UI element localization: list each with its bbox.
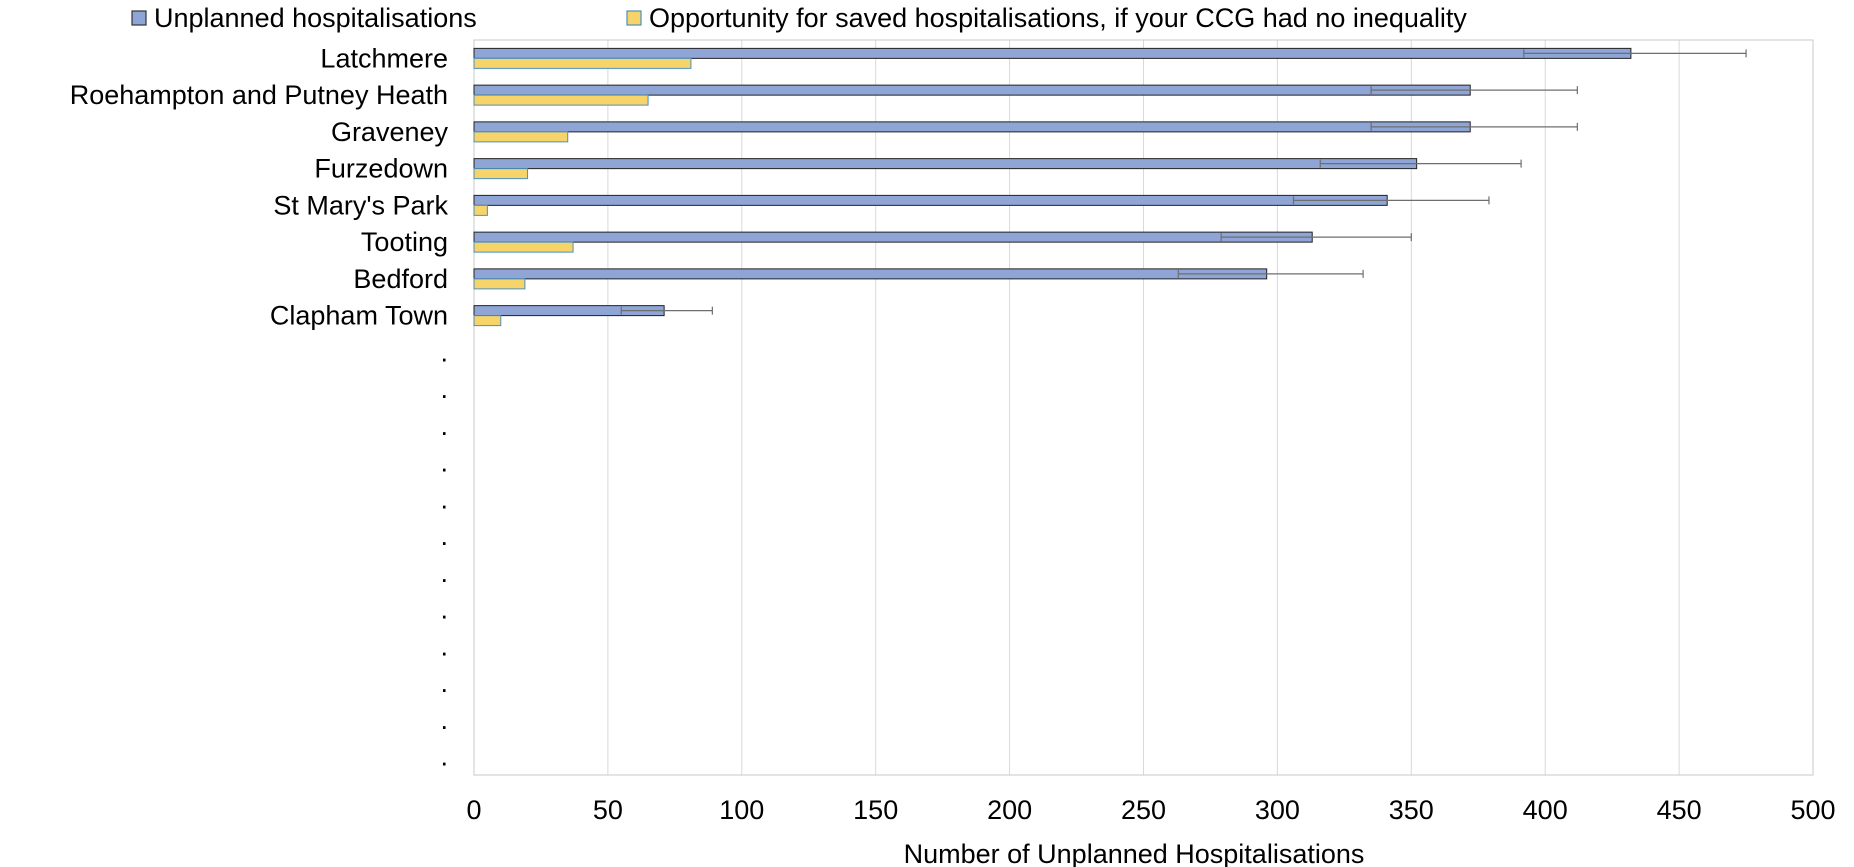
category-label: .	[440, 411, 448, 441]
x-tick-label: 400	[1523, 795, 1568, 825]
category-label: St Mary's Park	[273, 190, 448, 220]
bar-opportunity	[473, 131, 569, 143]
category-label: .	[440, 631, 448, 661]
x-tick-label: 100	[719, 795, 764, 825]
bar-unplanned	[473, 121, 1471, 133]
bar-opportunity	[473, 204, 488, 216]
category-labels: Latchmere Roehampton and Putney Heath Grav…	[70, 43, 449, 771]
bar-unplanned	[473, 231, 1313, 243]
category-label: .	[440, 521, 448, 551]
error-bar	[1177, 269, 1364, 278]
bar-unplanned	[473, 84, 1471, 96]
plot-border	[473, 39, 1814, 776]
bar-unplanned	[473, 158, 1418, 170]
plot-area	[473, 39, 1814, 776]
category-label: .	[440, 705, 448, 735]
category-label: Graveney	[331, 117, 449, 147]
category-label: .	[440, 484, 448, 514]
error-bar	[1319, 159, 1522, 168]
category-label: Roehampton and Putney Heath	[70, 80, 448, 110]
bar-opportunity	[473, 315, 502, 327]
category-label: .	[440, 448, 448, 478]
legend: Unplanned hospitalisations Opportunity f…	[131, 3, 1467, 33]
error-bars	[620, 49, 1747, 315]
category-label: .	[440, 337, 448, 367]
legend-swatch-opportunity	[626, 10, 642, 26]
bar-opportunity	[473, 94, 649, 106]
x-tick-label: 50	[593, 795, 623, 825]
x-tick-labels: 0 50 100 150 200 250 300 350 400 450 500	[466, 795, 1835, 825]
legend-swatch-unplanned	[131, 10, 147, 26]
bar-opportunity	[473, 241, 574, 253]
category-label: Clapham Town	[270, 301, 448, 331]
category-label: Furzedown	[314, 154, 448, 184]
category-label: Latchmere	[320, 43, 448, 73]
error-bar	[1292, 196, 1490, 205]
category-label: .	[440, 595, 448, 625]
bar-opportunity	[473, 57, 692, 69]
bar-unplanned	[473, 268, 1268, 280]
legend-item-opportunity: Opportunity for saved hospitalisations, …	[626, 3, 1467, 33]
legend-label-unplanned: Unplanned hospitalisations	[154, 3, 477, 33]
x-tick-label: 0	[466, 795, 481, 825]
error-bar	[1370, 122, 1578, 131]
x-tick-label: 200	[987, 795, 1032, 825]
bar-unplanned	[473, 194, 1388, 206]
x-axis-title: Number of Unplanned Hospitalisations	[904, 839, 1365, 867]
category-label: .	[440, 742, 448, 772]
x-tick-label: 150	[853, 795, 898, 825]
bar-opportunity	[473, 278, 526, 290]
category-label: .	[440, 374, 448, 404]
x-tick-label: 350	[1389, 795, 1434, 825]
category-label: Bedford	[353, 264, 448, 294]
legend-item-unplanned: Unplanned hospitalisations	[131, 3, 477, 33]
x-tick-label: 300	[1255, 795, 1300, 825]
category-label: Tooting	[361, 227, 448, 257]
error-bar	[1220, 233, 1412, 242]
x-tick-label: 450	[1657, 795, 1702, 825]
category-label: .	[440, 668, 448, 698]
category-label: .	[440, 558, 448, 588]
legend-label-opportunity: Opportunity for saved hospitalisations, …	[649, 3, 1467, 33]
x-tick-label: 500	[1790, 795, 1835, 825]
bar-opportunity	[473, 168, 529, 180]
error-bar	[1370, 86, 1578, 95]
bar-unplanned	[473, 47, 1632, 59]
x-tick-label: 250	[1121, 795, 1166, 825]
error-bar	[1523, 49, 1747, 58]
gridlines	[607, 40, 1680, 775]
error-bar	[620, 306, 713, 315]
